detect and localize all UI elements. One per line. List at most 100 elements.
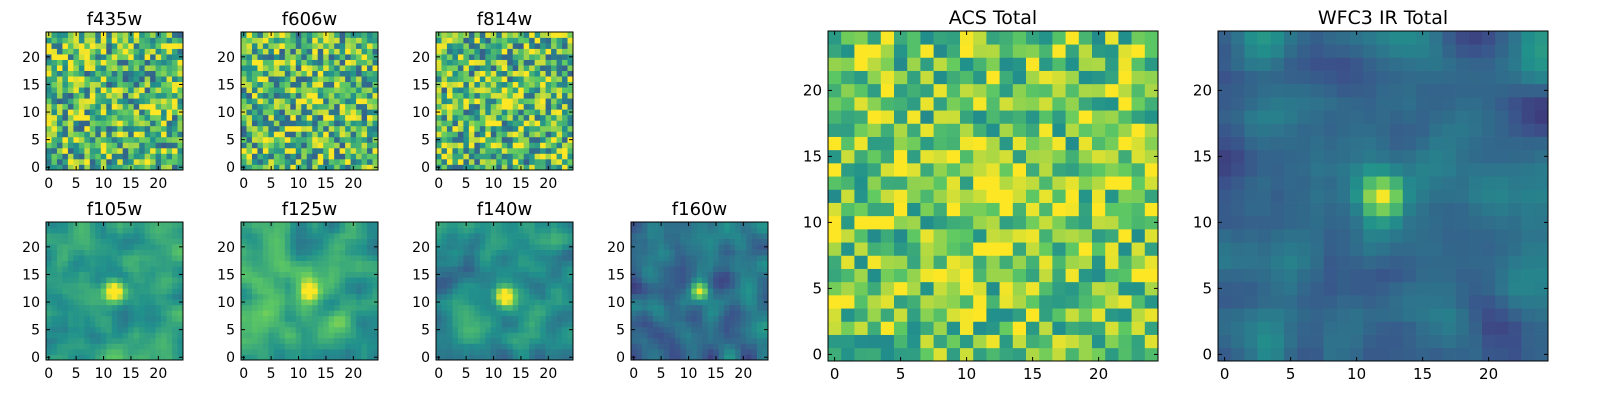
heatmap-cell [1105,176,1119,190]
heatmap-cell [1065,334,1080,349]
heatmap-cell [367,54,373,60]
heatmap-cell [529,266,535,273]
heatmap-cell [257,315,264,322]
heatmap-cell [446,299,453,306]
heatmap-cell [301,277,308,284]
heatmap-cell [1078,321,1093,335]
heatmap-cell [106,136,113,143]
heatmap-cell [441,103,448,110]
heatmap-cell [534,43,541,49]
heatmap-cell [51,76,58,83]
heatmap-cell [685,326,692,333]
heatmap-cell [740,315,747,322]
heatmap-cell [702,293,709,300]
heatmap-cell [523,43,530,49]
heatmap-cell [457,348,464,355]
heatmap-cell [262,76,269,83]
heatmap-cell [301,37,308,44]
heatmap-cell [729,343,736,350]
heatmap-cell [540,158,546,165]
heatmap-cell [658,282,665,289]
heatmap-cell [457,153,464,160]
heatmap-cell [647,277,654,284]
heatmap-cell [1118,255,1132,269]
heatmap-cell [139,249,145,256]
heatmap-cell [155,227,162,234]
heatmap-cell [84,310,91,317]
heatmap-cell [691,222,698,228]
heatmap-cell [155,238,162,245]
heatmap-cell [279,98,286,105]
heatmap-cell [339,131,346,138]
heatmap-cell [479,321,486,328]
heatmap-cell [62,136,69,143]
heatmap-cell [490,348,497,355]
heatmap-cell [306,120,313,127]
heatmap-cell [523,81,530,88]
heatmap-cell [95,337,102,344]
heatmap-cell [452,114,459,121]
heatmap-cell [446,288,453,295]
heatmap-cell [241,332,247,339]
heatmap-cell [512,337,519,344]
heatmap-cell [100,271,107,278]
heatmap-cell [339,354,346,361]
heatmap-cell [150,233,156,239]
heatmap-cell [545,255,552,261]
heatmap-cell [166,164,173,171]
heatmap-cell [345,304,351,311]
heatmap-cell [534,103,541,110]
heatmap-cell [999,334,1014,349]
heatmap-cell [133,233,140,239]
heatmap-cell [540,164,546,171]
heatmap-cell [62,109,69,116]
heatmap-cell [867,321,882,335]
heatmap-cell [674,332,681,339]
heatmap-cell [540,304,546,311]
heatmap-cell [317,266,324,273]
heatmap-cells [436,222,574,361]
heatmap-cell [669,266,676,273]
heatmap-cell [452,120,459,127]
heatmap-cell [907,321,921,335]
heatmap-cell [696,255,703,261]
heatmap-cell [735,315,741,322]
heatmap-cell [56,164,63,171]
heatmap-cell [100,92,107,99]
heatmap-cell [290,103,297,110]
heatmap-cell [317,109,324,116]
heatmap-cell [441,114,448,121]
heatmap-cell [166,54,173,60]
heatmap-cell [166,37,173,44]
heatmap-cell [144,299,151,306]
heatmap-cell [251,164,258,171]
heatmap-cell [490,54,497,60]
heatmap-cell [84,282,91,289]
y-tick-label: 10 [412,295,430,311]
heatmap-cell [290,76,297,83]
heatmap-cell [133,310,140,317]
heatmap-cell [529,277,535,284]
heatmap-cell [696,233,703,239]
heatmap-cell [251,131,258,138]
heatmap-cell [658,332,665,339]
heatmap-cell [257,131,264,138]
heatmap-cell [446,92,453,99]
heatmap-cell [95,32,102,38]
heatmap-cell [46,65,52,71]
heatmap-cell [485,266,492,273]
heatmap-cell [246,147,253,154]
x-tick-label: 10 [95,366,113,382]
heatmap-cell [757,271,763,278]
heatmap-cell [73,271,80,278]
heatmap-cell [251,37,258,44]
heatmap-cell [84,238,91,245]
heatmap-cell [479,153,486,160]
heatmap-cell [718,282,725,289]
heatmap-cell [854,308,868,322]
heatmap-cell [1039,295,1053,309]
heatmap-cell [479,43,486,49]
heatmap-cell [166,76,173,83]
heatmap-cell [339,54,346,60]
heatmap-cell [128,158,135,165]
